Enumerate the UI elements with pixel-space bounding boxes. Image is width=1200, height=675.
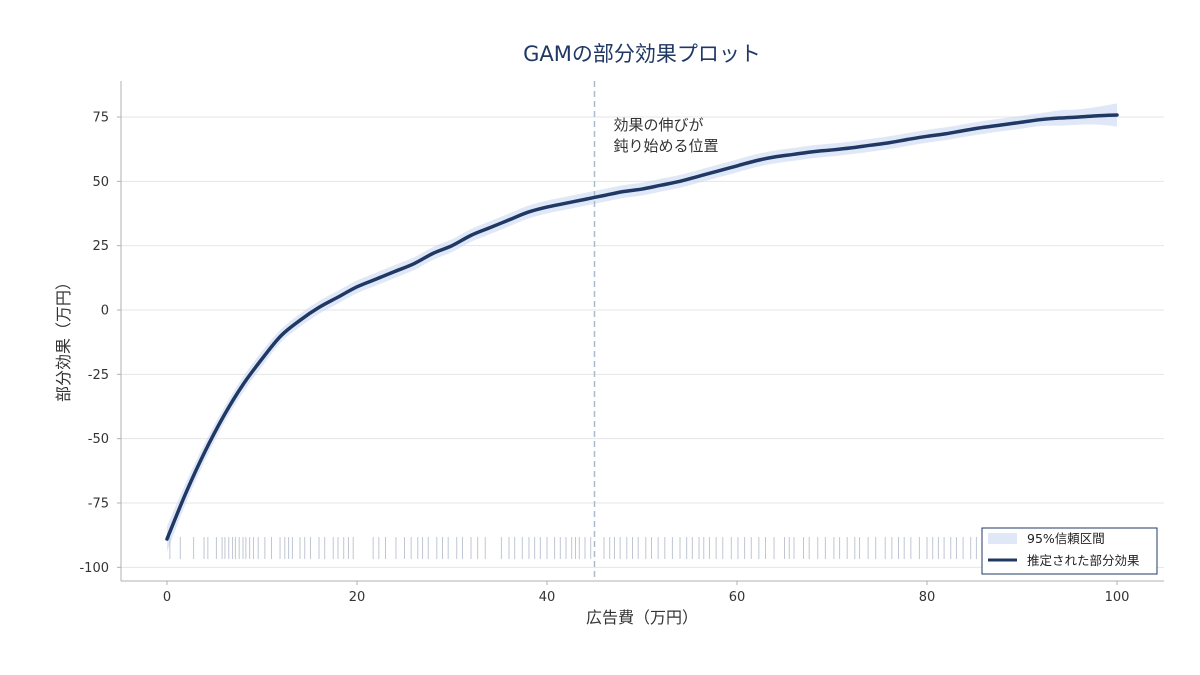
x-tick-label: 20 (349, 590, 366, 605)
annotation-text: 効果の伸びが鈍り始める位置 (614, 116, 719, 155)
x-tick-label: 80 (919, 590, 936, 605)
gridlines (121, 116, 1164, 568)
y-tick-label: -50 (88, 432, 109, 447)
legend-line-label: 推定された部分効果 (1027, 553, 1140, 568)
rug-plot (169, 537, 1107, 560)
y-tick-label: 0 (101, 304, 109, 319)
confidence-band (167, 103, 1117, 552)
y-axis-label: 部分効果（万円） (54, 274, 73, 402)
legend: 95%信頼区間 推定された部分効果 (981, 527, 1158, 575)
legend-band-label: 95%信頼区間 (1027, 531, 1105, 546)
y-tick-label: -100 (79, 561, 109, 576)
annotation-line: 鈍り始める位置 (614, 137, 719, 155)
axes (120, 81, 1164, 582)
x-tick-label: 0 (163, 590, 171, 605)
effect-line (165, 113, 1119, 541)
legend-band-swatch (988, 533, 1017, 544)
x-tick-label: 60 (729, 590, 746, 605)
x-tick-label: 100 (1105, 590, 1130, 605)
y-tick-label: -25 (88, 368, 109, 383)
y-tick-label: 50 (92, 175, 109, 190)
x-axis-ticks: 0 20 40 60 80 100 (163, 581, 1130, 605)
x-axis-label: 広告費（万円） (586, 608, 698, 627)
y-tick-label: 25 (92, 239, 109, 254)
y-tick-label: 75 (92, 111, 109, 126)
chart-title: GAMの部分効果プロット (523, 42, 761, 66)
y-axis-ticks: 75 50 25 0 -25 -50 -75 -100 (79, 111, 121, 576)
confidence-band-layer (167, 103, 1117, 552)
y-tick-label: -75 (88, 497, 109, 512)
annotation-line: 効果の伸びが (614, 116, 704, 134)
effect-line-layer (165, 113, 1119, 541)
x-tick-label: 40 (539, 590, 556, 605)
